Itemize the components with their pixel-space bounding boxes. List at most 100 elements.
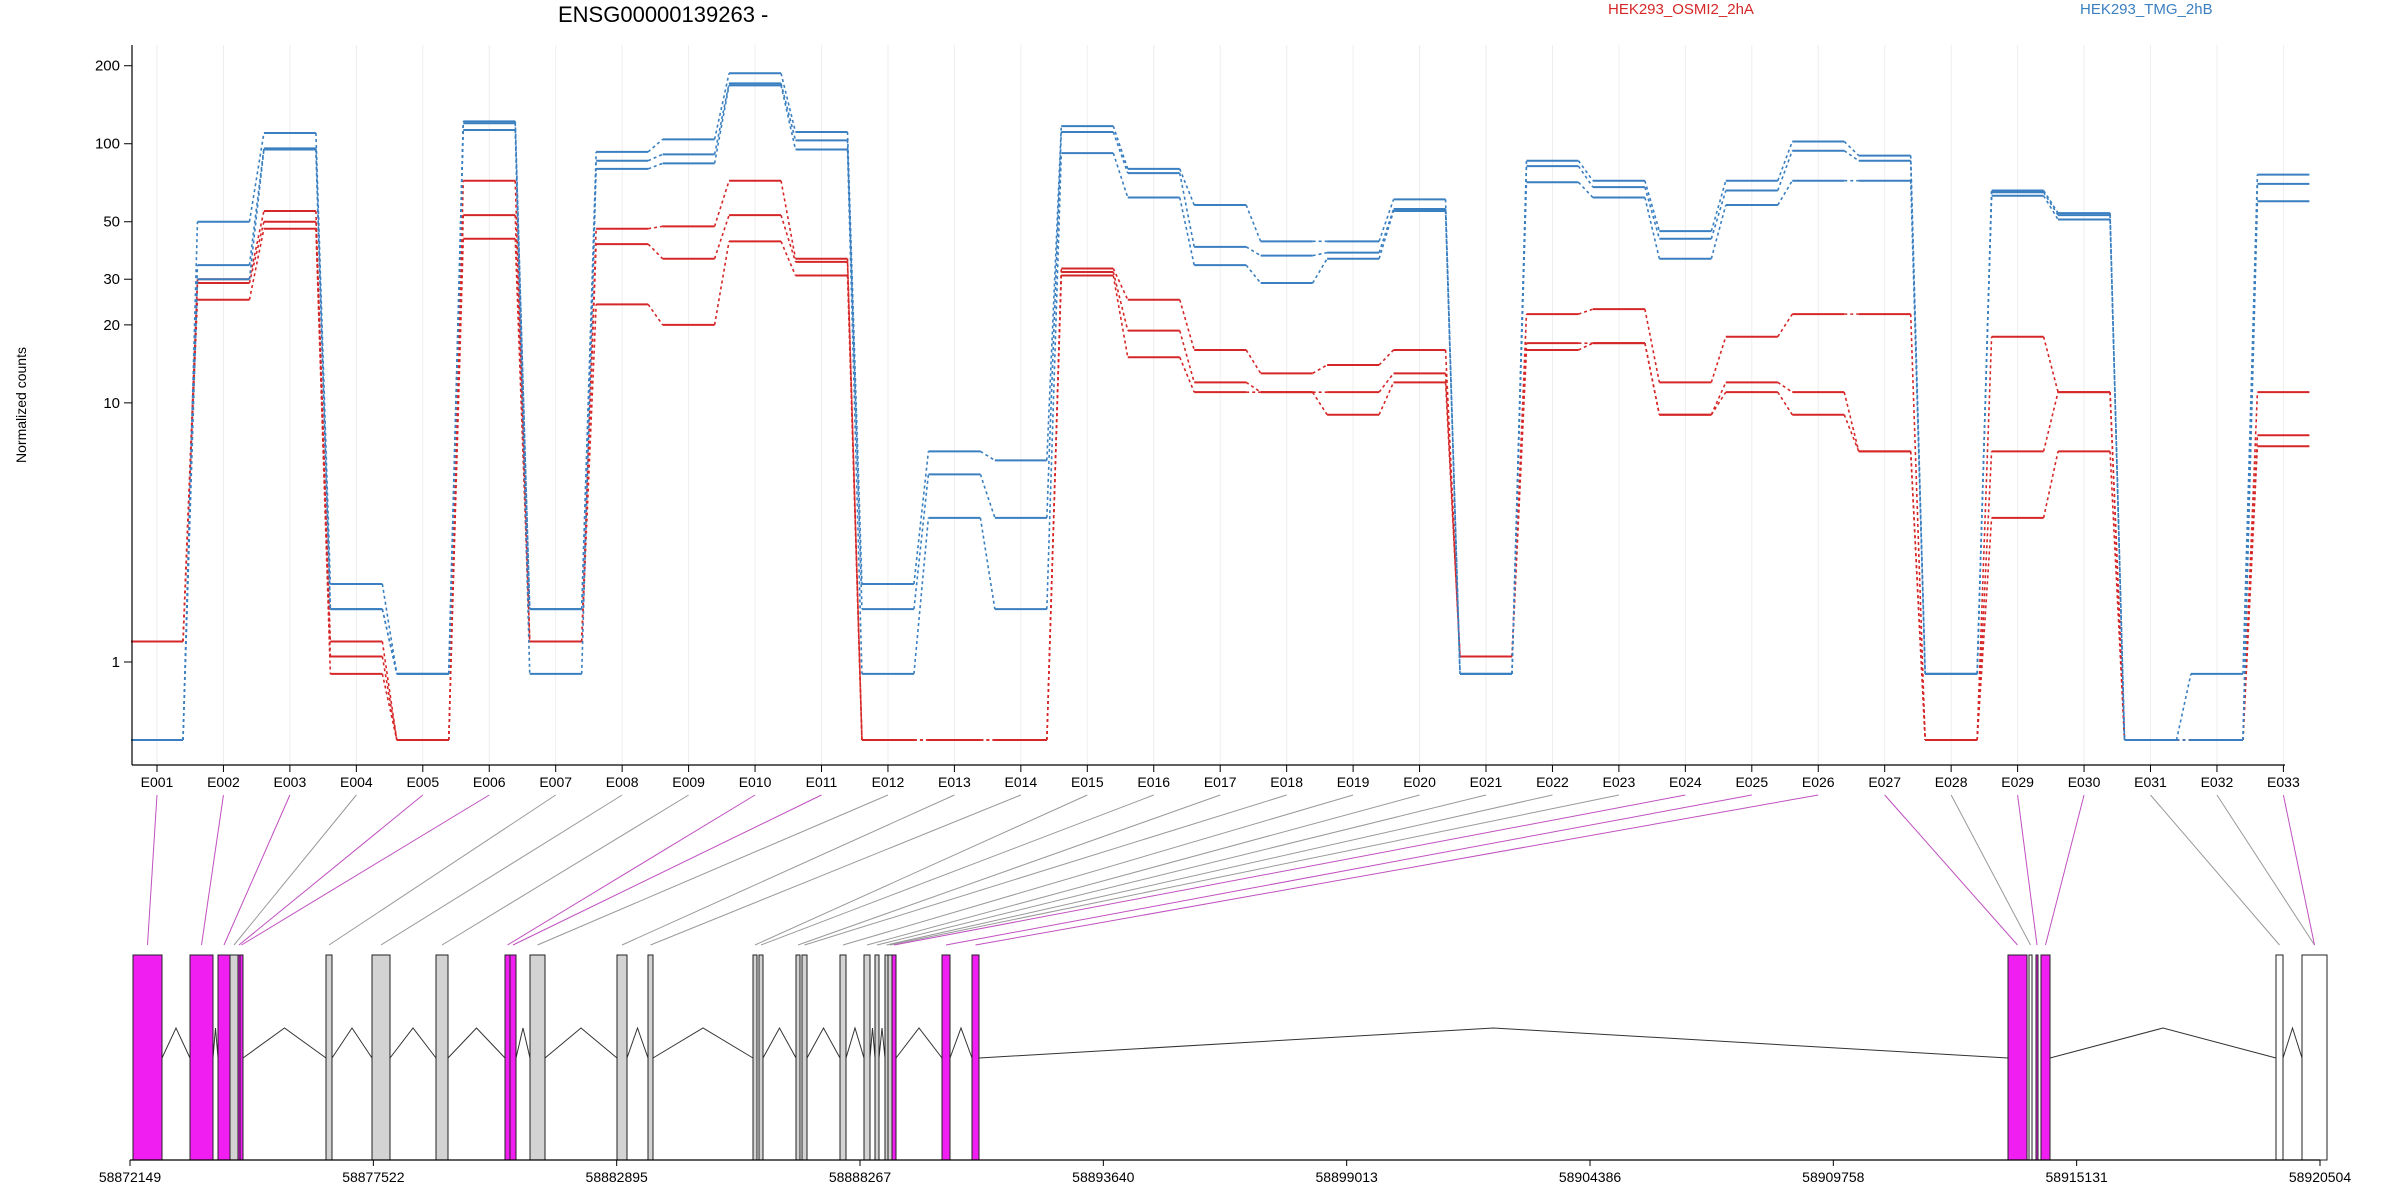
series-connector bbox=[315, 148, 332, 610]
exon-block-e027 bbox=[2007, 954, 2028, 1161]
exon-connector bbox=[842, 794, 1354, 946]
series-connector bbox=[647, 243, 664, 260]
exon-label-e013: E013 bbox=[938, 774, 971, 790]
series-connector bbox=[1644, 308, 1661, 383]
series-connector bbox=[2042, 190, 2059, 214]
series-connector bbox=[1843, 414, 1860, 452]
exon-block-e018 bbox=[801, 954, 808, 1161]
series-connector bbox=[1178, 299, 1195, 351]
series-connector bbox=[1311, 391, 1328, 416]
exon-block-e019 bbox=[839, 954, 847, 1161]
intron-line bbox=[389, 1027, 437, 1059]
series-connector bbox=[1245, 349, 1262, 374]
series-connector bbox=[1046, 153, 1063, 610]
coord-label: 58877522 bbox=[342, 1169, 405, 1185]
series-connector bbox=[1444, 349, 1461, 657]
exon-connector bbox=[1950, 794, 2031, 946]
coord-label: 58904386 bbox=[1559, 1169, 1622, 1185]
y-tick-label: 100 bbox=[95, 136, 120, 153]
series-connector bbox=[913, 517, 930, 674]
series-connector bbox=[182, 265, 199, 741]
series-connector bbox=[1245, 246, 1262, 257]
series-connector bbox=[648, 225, 663, 230]
series-connector bbox=[780, 241, 797, 276]
series-connector bbox=[2109, 213, 2126, 741]
coord-label: 58909758 bbox=[1802, 1169, 1865, 1185]
series-connector bbox=[1644, 342, 1661, 415]
exon-label-e011: E011 bbox=[806, 774, 838, 790]
intron-line bbox=[544, 1027, 618, 1059]
intron-line bbox=[2282, 1026, 2303, 1059]
exon-block-e012 bbox=[529, 954, 546, 1161]
exon-block-e020 bbox=[863, 954, 871, 1161]
series-connector bbox=[1312, 251, 1328, 257]
series-connector bbox=[780, 83, 797, 141]
exon-block-e017 bbox=[795, 954, 801, 1161]
exon-connector bbox=[2216, 794, 2315, 946]
exon-label-e005: E005 bbox=[406, 774, 439, 790]
intron-line bbox=[806, 1026, 841, 1059]
exon-label-e028: E028 bbox=[1935, 774, 1968, 790]
series-connector bbox=[248, 148, 265, 266]
series-connector bbox=[248, 221, 265, 284]
series-connector bbox=[1046, 268, 1063, 741]
series-connector bbox=[1644, 186, 1661, 239]
coord-label: 58915131 bbox=[2046, 1169, 2109, 1185]
exon-connector bbox=[223, 794, 291, 946]
series-connector bbox=[2242, 392, 2259, 741]
exon-block-e015 bbox=[752, 954, 758, 1161]
exon-connector bbox=[537, 794, 889, 946]
series-connector bbox=[2042, 195, 2059, 220]
series-connector bbox=[1311, 258, 1328, 284]
series-connector bbox=[979, 450, 996, 462]
y-tick-label: 50 bbox=[103, 214, 120, 231]
intron-line bbox=[978, 1027, 2009, 1059]
series-connector bbox=[2042, 391, 2059, 452]
series-connector bbox=[1777, 141, 1794, 181]
series-connector bbox=[713, 83, 730, 155]
coord-label: 58882895 bbox=[586, 1169, 649, 1185]
exon-connector bbox=[889, 794, 1620, 946]
series-connector bbox=[580, 151, 597, 610]
series-6 bbox=[131, 72, 2310, 741]
series-connector bbox=[2109, 451, 2126, 741]
intron-line bbox=[869, 1027, 876, 1059]
y-tick-label: 10 bbox=[103, 395, 120, 412]
coord-label: 58920504 bbox=[2289, 1169, 2352, 1185]
exon-block-e023 bbox=[887, 954, 893, 1161]
exon-block-e006 bbox=[239, 954, 244, 1161]
exon-label-e007: E007 bbox=[539, 774, 572, 790]
exon-block-e001 bbox=[132, 954, 163, 1161]
series-connector bbox=[1777, 391, 1793, 416]
exon-block-e002 bbox=[189, 954, 214, 1161]
intron-line bbox=[878, 1027, 886, 1059]
exon-connector bbox=[650, 794, 1022, 946]
exon-block-e009 bbox=[435, 954, 449, 1161]
exon-connector bbox=[2045, 794, 2085, 946]
series-connector bbox=[1112, 125, 1129, 170]
series-connector bbox=[846, 149, 863, 674]
exon-label-e024: E024 bbox=[1669, 774, 1702, 790]
series-connector bbox=[1710, 391, 1727, 416]
exon-block-e003 bbox=[217, 954, 231, 1161]
exon-label-e023: E023 bbox=[1603, 774, 1636, 790]
exon-block-e014 bbox=[647, 954, 654, 1161]
exon-connector bbox=[512, 794, 822, 946]
exon-label-e002: E002 bbox=[207, 774, 240, 790]
series-connector bbox=[248, 228, 265, 300]
series-connector bbox=[514, 180, 531, 642]
exon-connector bbox=[507, 794, 756, 946]
series-connector bbox=[2242, 174, 2259, 674]
series-connector bbox=[647, 162, 663, 170]
exon-connector bbox=[975, 794, 1819, 946]
series-connector bbox=[1378, 349, 1395, 366]
series-connector bbox=[1179, 356, 1195, 393]
series-connector bbox=[2042, 336, 2059, 393]
exon-block-e031 bbox=[2275, 954, 2284, 1161]
series-connector bbox=[780, 180, 797, 259]
series-connector bbox=[381, 641, 398, 741]
series-connector bbox=[647, 153, 663, 162]
series-connector bbox=[2042, 191, 2059, 216]
exon-block-e032 bbox=[2301, 954, 2328, 1161]
